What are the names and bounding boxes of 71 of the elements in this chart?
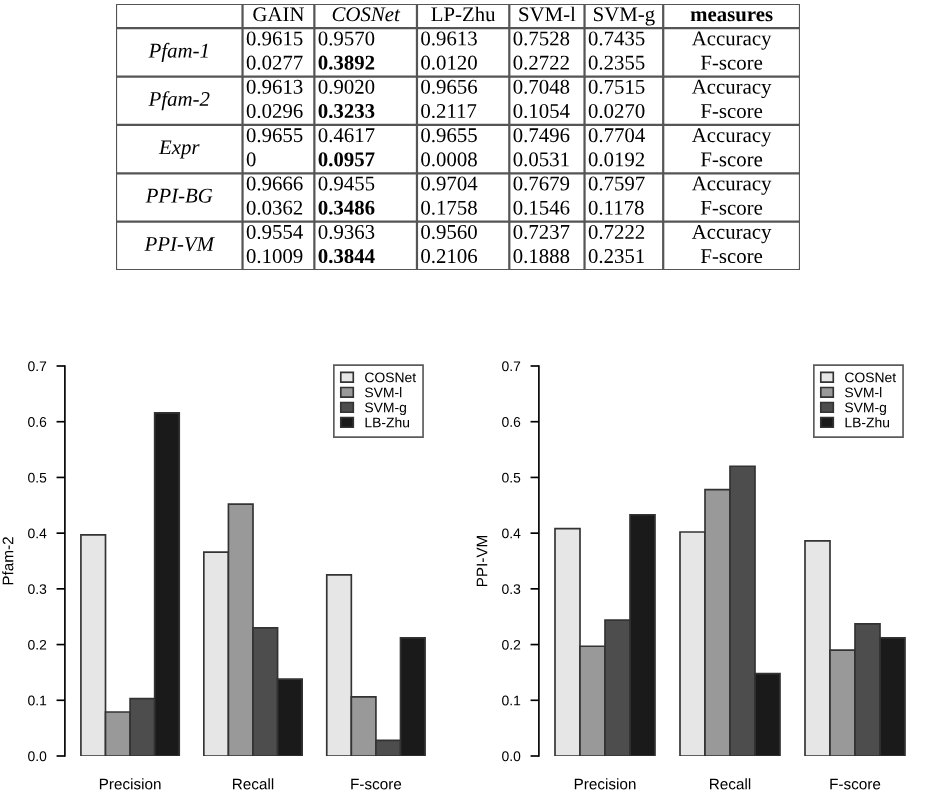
text: Accuracy [691, 176, 772, 195]
text: 0.7496 [513, 128, 570, 143]
text: 0.7704 [588, 128, 645, 143]
text: 0.2117 [421, 103, 477, 119]
text: 0.1546 [513, 200, 570, 215]
text: 0.7515 [588, 79, 645, 94]
text: 0.3233 [318, 103, 375, 119]
text: 0.9560 [421, 224, 477, 240]
text: 0.3892 [318, 55, 375, 70]
text: 0.9666 [246, 176, 303, 191]
text: 0.7528 [513, 31, 570, 46]
text: 0.7679 [513, 176, 570, 191]
text: 0.9455 [318, 176, 375, 191]
text: F-score [700, 55, 763, 70]
text: 0.4617 [318, 128, 375, 143]
text: 0.0120 [421, 55, 477, 70]
text: 0.9570 [318, 31, 375, 46]
text: 0.9613 [246, 79, 303, 94]
category-label: PPI-BG [145, 188, 213, 203]
text: 0.9656 [421, 79, 478, 94]
text: 0.9554 [246, 224, 303, 240]
text: 0.7237 [513, 224, 570, 240]
text: 0.1054 [513, 103, 570, 119]
category-label: SVM-g [594, 7, 655, 26]
text: 0.2355 [588, 55, 645, 70]
text: F-score [700, 152, 763, 167]
text: 0.7222 [588, 224, 645, 240]
category-label: PPI-VM [144, 237, 215, 252]
text: 0.9363 [318, 224, 375, 240]
text: 0.2722 [513, 55, 569, 70]
text: 0.1178 [588, 200, 644, 215]
text: 0.0192 [588, 152, 645, 167]
category-label: Expr [158, 140, 200, 159]
text: 0.0270 [588, 103, 645, 119]
text: 0.9655 [246, 128, 303, 143]
text: Accuracy [691, 31, 772, 50]
text: Accuracy [691, 128, 772, 147]
text: 0.9613 [421, 31, 477, 46]
text: 0.9615 [246, 31, 303, 46]
text: 0.0008 [421, 152, 477, 167]
text: 0.7435 [588, 31, 645, 46]
text: 0 [246, 152, 256, 167]
text: 0.0296 [246, 103, 303, 119]
category-label: measures [690, 11, 773, 22]
text: F-score [700, 200, 763, 215]
text: 0.0362 [246, 200, 303, 215]
text: 0.2351 [588, 249, 644, 264]
text: 0.7597 [588, 176, 645, 191]
text: 0.9704 [421, 176, 478, 191]
text: 0.0957 [318, 152, 375, 167]
text: 0.7048 [513, 79, 570, 94]
category-label: SVM-l [519, 6, 576, 22]
text: 0.9020 [318, 79, 375, 94]
text: 0.2106 [421, 249, 478, 264]
category-label: LP-Zhu [431, 6, 496, 22]
text: 0.3486 [318, 200, 375, 215]
text: 0.1009 [246, 249, 303, 264]
text: 0.1758 [421, 200, 477, 215]
text: 0.9655 [421, 128, 477, 143]
category-label: GAIN [253, 7, 305, 22]
category-label: Pfam-1 [148, 42, 208, 62]
text: 0.1888 [513, 249, 570, 264]
text: 0.3844 [318, 249, 375, 264]
text: F-score [700, 104, 763, 119]
text: 0.0277 [246, 55, 303, 70]
text: F-score [700, 249, 763, 264]
text: 0.0531 [513, 152, 569, 167]
text: Accuracy [691, 79, 772, 99]
text: Accuracy [691, 224, 772, 244]
category-label: Pfam-2 [148, 91, 210, 111]
category-label: COSNet [332, 7, 401, 22]
